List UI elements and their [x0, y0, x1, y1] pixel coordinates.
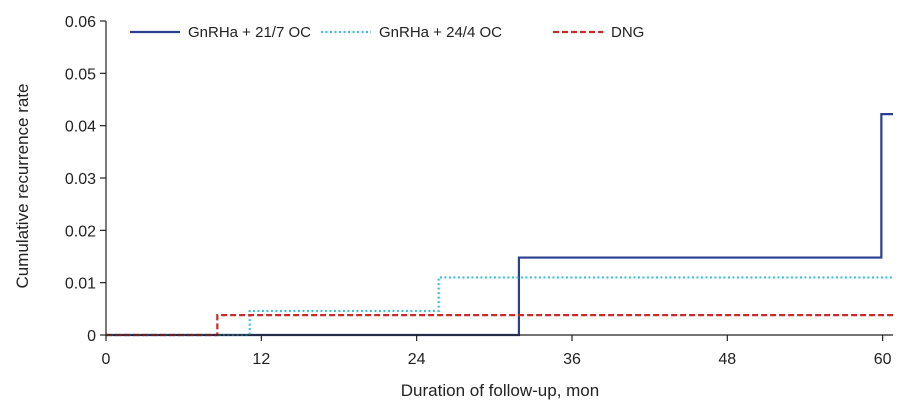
- y-tick-label: 0: [87, 328, 96, 345]
- y-tick-label: 0.02: [65, 223, 96, 240]
- y-tick-label: 0.01: [65, 276, 96, 293]
- x-axis-label: Duration of follow-up, mon: [401, 381, 599, 400]
- legend: GnRHa + 21/7 OC GnRHa + 24/4 OC DNG: [130, 24, 644, 41]
- y-tick-label: 0.05: [65, 66, 96, 83]
- y-axis-label: Cumulative recurrence rate: [13, 83, 32, 288]
- axes: 0 0.01 0.02 0.03 0.04 0.05 0.06 0 12 24 36 48 60: [65, 14, 893, 368]
- legend-label-3: DNG: [611, 24, 644, 41]
- legend-label-1: GnRHa + 21/7 OC: [188, 24, 311, 41]
- series-line-3: [106, 314, 893, 337]
- series-line-1: [106, 113, 893, 337]
- series-line-2: [106, 276, 893, 337]
- x-tick-label: 60: [874, 351, 892, 368]
- y-tick-label: 0.06: [65, 14, 96, 31]
- x-tick-label: 24: [408, 351, 426, 368]
- x-tick-label: 12: [252, 351, 270, 368]
- legend-label-2: GnRHa + 24/4 OC: [379, 24, 502, 41]
- y-tick-label: 0.04: [65, 119, 96, 136]
- x-tick-label: 36: [563, 351, 581, 368]
- x-tick-label: 48: [718, 351, 736, 368]
- y-tick-label: 0.03: [65, 171, 96, 188]
- plot-series: [106, 113, 893, 337]
- x-tick-label: 0: [102, 351, 111, 368]
